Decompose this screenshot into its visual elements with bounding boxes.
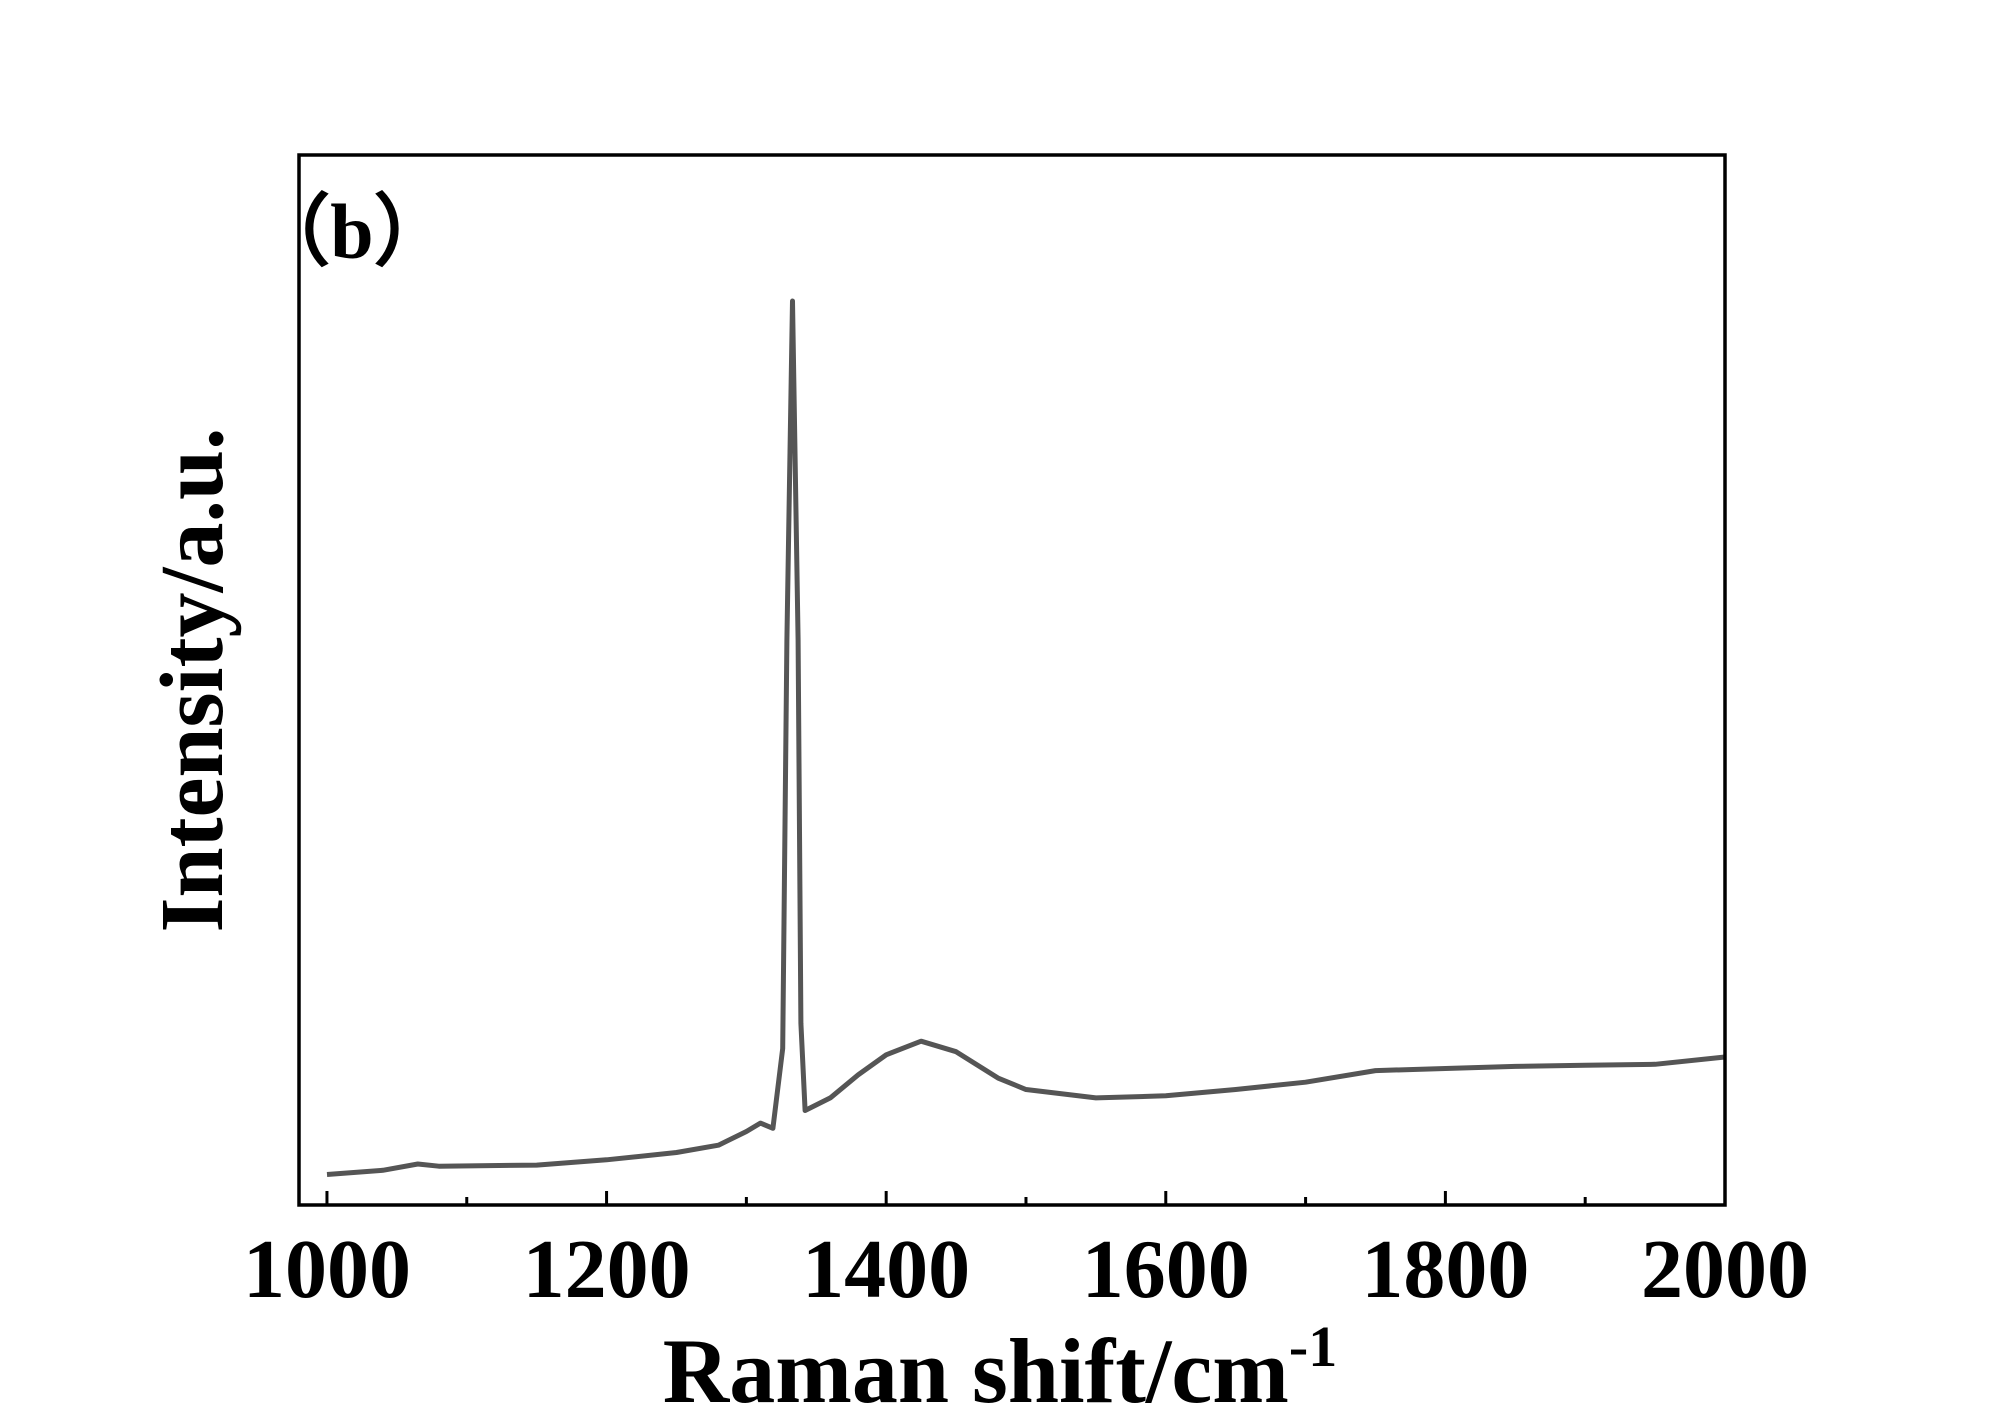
x-tick-label: 1200 — [523, 1223, 691, 1316]
x-axis-title: Raman shift/cm-1 — [663, 1314, 1337, 1404]
y-axis-title: Intensity/a.u. — [143, 427, 242, 932]
data-line — [326, 298, 1726, 1177]
x-tick-label: 2000 — [1641, 1223, 1809, 1316]
panel-label: （b） — [252, 188, 451, 275]
x-tick-label: 1000 — [243, 1223, 411, 1316]
x-axis-title-main: Raman shift/cm — [663, 1320, 1289, 1404]
x-tick-label: 1600 — [1082, 1223, 1250, 1316]
x-axis-title-superscript: -1 — [1289, 1314, 1337, 1379]
plot-frame — [297, 153, 1727, 1207]
x-tick-label: 1400 — [802, 1223, 970, 1316]
x-tick-label: 1800 — [1361, 1223, 1529, 1316]
